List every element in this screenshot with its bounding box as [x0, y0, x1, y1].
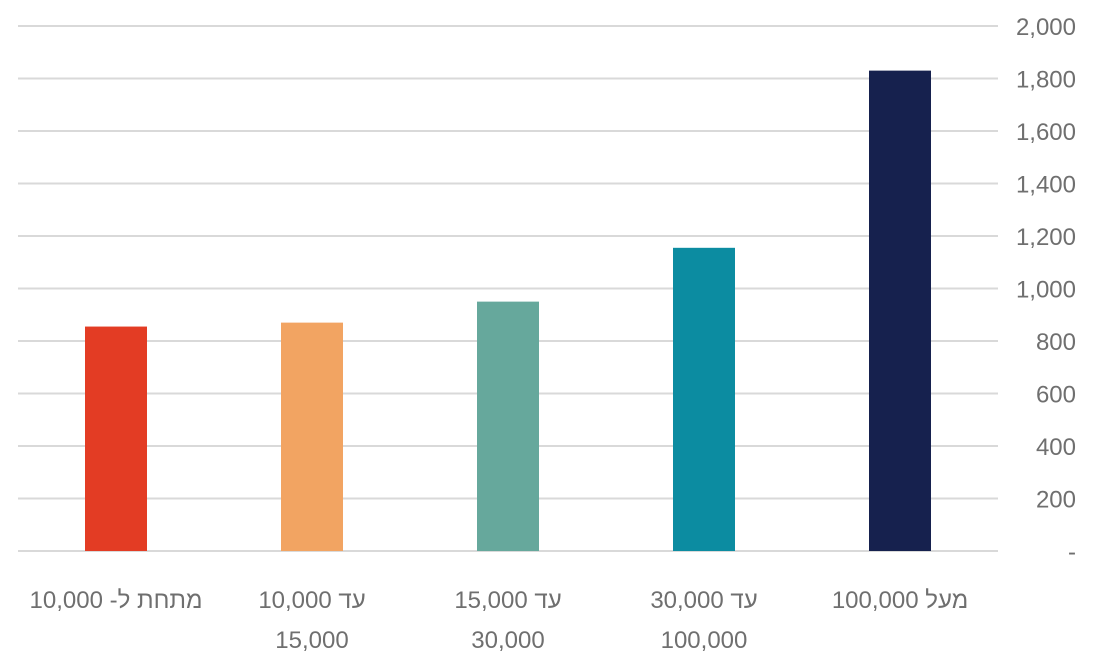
x-category-label: 30,000: [471, 627, 544, 654]
y-axis-tick-labels: - 200 400 600 800 1,000 1,200 1,400 1,600 1,800 2,…: [1016, 14, 1076, 566]
x-category-label: 100,000: [661, 627, 748, 654]
x-category-label: מעל 100,000: [832, 587, 968, 614]
bars: [85, 70, 931, 551]
x-category-label: 10,000 עד: [258, 587, 365, 614]
y-tick-label: 2,000: [1016, 14, 1076, 41]
y-tick-label: -: [1068, 539, 1076, 566]
y-tick-label: 200: [1036, 487, 1076, 514]
y-tick-label: 1,000: [1016, 277, 1076, 304]
x-category-label: 15,000: [275, 627, 348, 654]
y-tick-label: 400: [1036, 434, 1076, 461]
bar: [477, 301, 539, 551]
bar: [85, 326, 147, 551]
x-category-label: 15,000 עד: [454, 587, 561, 614]
bar: [673, 247, 735, 551]
bar: [869, 70, 931, 551]
y-tick-label: 1,400: [1016, 172, 1076, 199]
y-tick-label: 1,800: [1016, 67, 1076, 94]
y-tick-label: 800: [1036, 329, 1076, 356]
bar: [281, 322, 343, 551]
x-category-label: מתחת ל- 10,000: [30, 587, 203, 614]
x-axis-category-labels: מתחת ל- 10,000 10,000 עד 15,000 15,000 עד 30…: [30, 587, 969, 654]
y-tick-label: 1,200: [1016, 224, 1076, 251]
x-category-label: 30,000 עד: [650, 587, 757, 614]
y-tick-label: 1,600: [1016, 119, 1076, 146]
y-tick-label: 600: [1036, 382, 1076, 409]
